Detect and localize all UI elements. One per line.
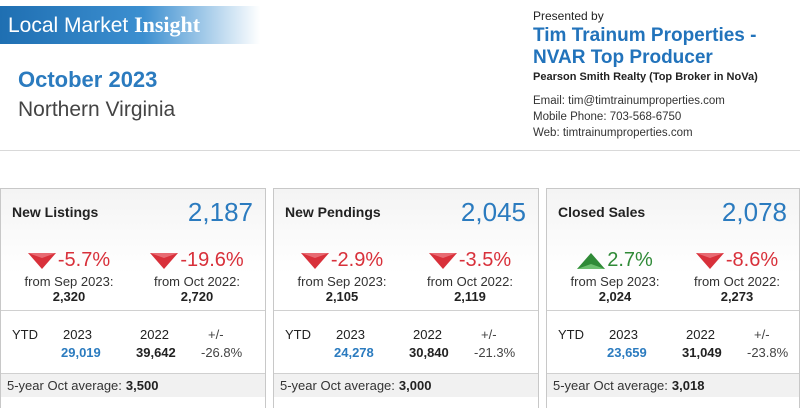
insight-banner: Local Market Insight xyxy=(0,6,260,44)
yoy-pct: -8.6% xyxy=(695,249,779,272)
ytd-change-value: -23.8% xyxy=(747,345,789,360)
down-arrow-icon xyxy=(428,252,457,269)
down-arrow-icon xyxy=(27,252,56,269)
avg-value: 3,500 xyxy=(125,378,159,393)
contact-web[interactable]: Web: timtrainumproperties.com xyxy=(533,127,693,139)
yoy-change: -19.6% from Oct 2022: 2,720 xyxy=(137,249,257,304)
up-arrow-icon xyxy=(577,252,606,269)
mom-pct: -2.9% xyxy=(300,249,384,272)
ytd-label: YTD xyxy=(12,327,38,342)
yoy-prior-value: 2,273 xyxy=(720,288,754,304)
ytd-year2-label: 2022 xyxy=(413,327,442,342)
card-title: Closed Sales xyxy=(558,204,646,220)
banner-text-light: Local Market xyxy=(8,14,135,37)
ytd-change-label: +/- xyxy=(208,327,224,342)
yoy-from-label: from Oct 2022: xyxy=(694,273,780,289)
mom-pct: 2.7% xyxy=(577,249,653,272)
ytd-year1-label: 2023 xyxy=(63,327,92,342)
ytd-change-value: -21.3% xyxy=(474,345,516,360)
down-arrow-icon xyxy=(695,252,724,269)
mom-from-label: from Sep 2023: xyxy=(297,273,387,289)
mom-change: -5.7% from Sep 2023: 2,320 xyxy=(9,249,129,304)
ytd-change-label: +/- xyxy=(754,327,770,342)
yoy-pct: -19.6% xyxy=(150,249,244,272)
ytd-year1-label: 2023 xyxy=(336,327,365,342)
ytd-year1-label: 2023 xyxy=(609,327,638,342)
five-year-average: 5-year Oct average: 3,000 xyxy=(274,373,538,397)
ytd-year2-label: 2022 xyxy=(686,327,715,342)
ytd-year2-value: 30,840 xyxy=(409,345,449,360)
yoy-change: -3.5% from Oct 2022: 2,119 xyxy=(410,249,530,304)
contact-info: Email: tim@timtrainumproperties.com Mobi… xyxy=(533,93,798,141)
card-summary: New Listings 2,187 -5.7% from Sep 2023: … xyxy=(1,189,265,311)
avg-label: 5-year Oct average: xyxy=(280,378,395,393)
yoy-pct-value: -3.5% xyxy=(458,249,512,271)
header-divider xyxy=(0,150,800,151)
card-title: New Listings xyxy=(12,204,99,220)
ytd-change-label: +/- xyxy=(481,327,497,342)
mom-prior-value: 2,320 xyxy=(52,288,86,304)
brokerage-name: Pearson Smith Realty (Top Broker in NoVa… xyxy=(533,71,758,83)
mom-pct: -5.7% xyxy=(27,249,111,272)
ytd-year2-value: 39,642 xyxy=(136,345,176,360)
yoy-from-label: from Oct 2022: xyxy=(427,273,513,289)
mom-change: -2.9% from Sep 2023: 2,105 xyxy=(282,249,402,304)
presenter-block: Presented by Tim Trainum Properties - NV… xyxy=(533,9,798,141)
banner-text-bold: Insight xyxy=(134,12,201,37)
avg-value: 3,018 xyxy=(671,378,705,393)
mom-prior-value: 2,024 xyxy=(598,288,632,304)
presented-by-label: Presented by xyxy=(533,9,604,23)
card-new-pendings: New Pendings 2,045 -2.9% from Sep 2023: … xyxy=(273,188,539,408)
down-arrow-icon xyxy=(150,252,179,269)
report-month: October 2023 xyxy=(18,67,158,92)
five-year-average: 5-year Oct average: 3,018 xyxy=(547,373,799,397)
mom-pct-value: -2.9% xyxy=(330,249,384,271)
yoy-change: -8.6% from Oct 2022: 2,273 xyxy=(677,249,797,304)
yoy-pct-value: -8.6% xyxy=(725,249,779,271)
mom-pct-value: 2.7% xyxy=(607,249,653,271)
mom-from-label: from Sep 2023: xyxy=(570,273,660,289)
card-summary: Closed Sales 2,078 2.7% from Sep 2023: 2… xyxy=(547,189,799,311)
yoy-from-label: from Oct 2022: xyxy=(154,273,240,289)
card-total: 2,045 xyxy=(460,197,526,227)
agent-name-line1: Tim Trainum Properties - xyxy=(533,25,757,46)
ytd-year1-value: 29,019 xyxy=(61,345,101,360)
contact-phone[interactable]: Mobile Phone: 703-568-6750 xyxy=(533,111,682,123)
ytd-year1-value: 23,659 xyxy=(607,345,647,360)
ytd-year2-label: 2022 xyxy=(140,327,169,342)
mom-from-label: from Sep 2023: xyxy=(24,273,114,289)
card-total: 2,187 xyxy=(187,197,253,227)
ytd-label: YTD xyxy=(285,327,311,342)
card-new-listings: New Listings 2,187 -5.7% from Sep 2023: … xyxy=(0,188,266,408)
card-summary: New Pendings 2,045 -2.9% from Sep 2023: … xyxy=(274,189,538,311)
agent-name-line2: NVAR Top Producer xyxy=(533,47,713,68)
yoy-prior-value: 2,720 xyxy=(180,288,214,304)
down-arrow-icon xyxy=(300,252,329,269)
ytd-year2-value: 31,049 xyxy=(682,345,722,360)
card-closed-sales: Closed Sales 2,078 2.7% from Sep 2023: 2… xyxy=(546,188,800,408)
ytd-year1-value: 24,278 xyxy=(334,345,374,360)
contact-email[interactable]: Email: tim@timtrainumproperties.com xyxy=(533,95,725,107)
ytd-change-value: -26.8% xyxy=(201,345,243,360)
ytd-label: YTD xyxy=(558,327,584,342)
five-year-average: 5-year Oct average: 3,500 xyxy=(1,373,265,397)
mom-prior-value: 2,105 xyxy=(325,288,359,304)
yoy-prior-value: 2,119 xyxy=(454,288,486,304)
mom-change: 2.7% from Sep 2023: 2,024 xyxy=(555,249,675,304)
avg-value: 3,000 xyxy=(398,378,432,393)
mom-pct-value: -5.7% xyxy=(57,249,111,271)
card-total: 2,078 xyxy=(721,197,787,227)
yoy-pct: -3.5% xyxy=(428,249,512,272)
yoy-pct-value: -19.6% xyxy=(180,249,244,271)
card-title: New Pendings xyxy=(285,204,381,220)
avg-label: 5-year Oct average: xyxy=(553,378,668,393)
avg-label: 5-year Oct average: xyxy=(7,378,122,393)
report-region: Northern Virginia xyxy=(18,98,176,121)
